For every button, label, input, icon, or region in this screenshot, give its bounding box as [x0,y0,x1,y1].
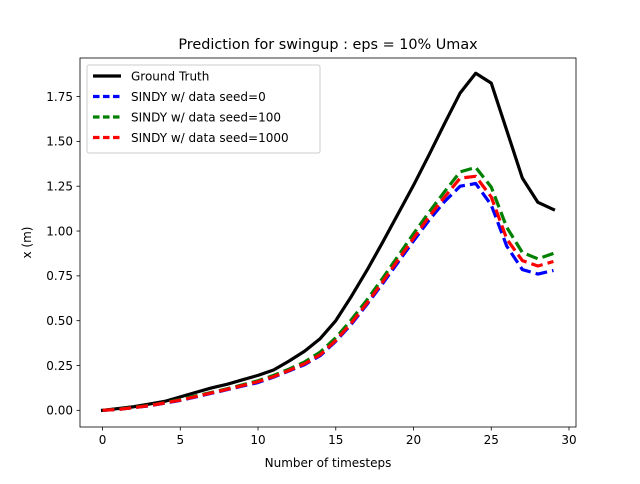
y-tick-label: 1.00 [46,224,73,238]
y-axis-label: x (m) [20,227,34,259]
legend-box [86,64,321,154]
x-tick-label: 10 [250,433,265,447]
series-line-1 [100,71,556,413]
y-tick-label: 1.75 [46,90,73,104]
x-tick-label: 30 [561,433,576,447]
legend-label-2: SINDY w/ data seed=0 [131,90,266,104]
x-tick-label: 0 [99,433,107,447]
x-tick-label: 25 [484,433,499,447]
x-axis-label: Number of timesteps [265,456,392,470]
legend-label-4: SINDY w/ data seed=1000 [131,131,289,145]
y-tick-label: 0.50 [46,314,73,328]
legend-label-1: Ground Truth [131,69,209,83]
series-line-4 [102,174,554,412]
x-tick-label: 20 [406,433,421,447]
y-tick-label: 0.25 [46,359,73,373]
x-axis: 0 5 10 15 20 25 30 [99,427,577,447]
x-tick-label: 5 [176,433,184,447]
y-tick-label: 0.75 [46,269,73,283]
plot-frame [79,57,577,428]
chart-title: Prediction for swingup : eps = 10% Umax [178,37,478,53]
y-tick-label: 0.00 [46,404,73,418]
x-tick-label: 15 [328,433,343,447]
y-axis: 0.00 0.25 0.50 0.75 1.00 1.25 1.50 1.75 [46,90,80,418]
y-tick-label: 1.25 [46,179,73,193]
y-tick-label: 1.50 [46,135,73,149]
legend: Ground Truth SINDY w/ data seed=0 SINDY w/… [86,64,321,154]
legend-label-3: SINDY w/ data seed=100 [131,110,281,124]
series-layer [100,71,556,413]
